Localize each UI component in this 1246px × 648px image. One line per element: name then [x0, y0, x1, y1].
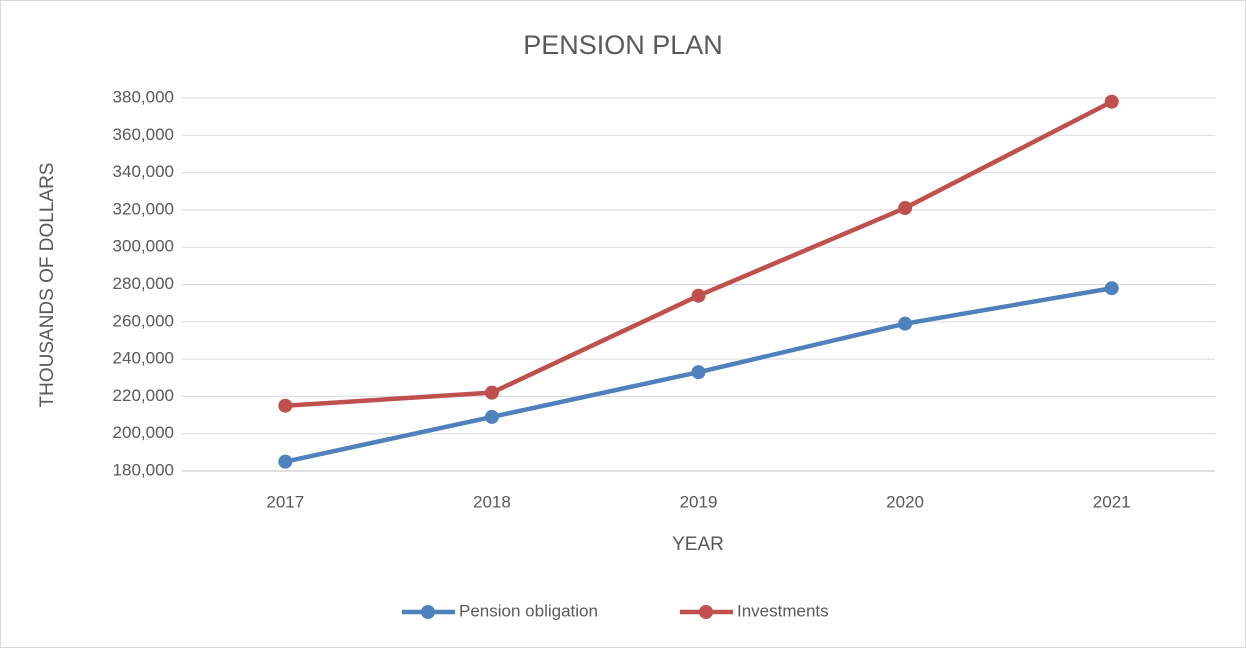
y-axis-title: THOUSANDS OF DOLLARS	[37, 163, 58, 408]
x-tick-label: 2019	[680, 492, 718, 511]
legend-marker	[699, 605, 713, 619]
y-tick-label: 300,000	[113, 237, 174, 256]
data-point	[898, 201, 913, 216]
data-point	[278, 398, 293, 413]
y-tick-label: 220,000	[113, 386, 174, 405]
data-point	[484, 385, 499, 400]
y-tick-label: 200,000	[113, 423, 174, 442]
data-point	[278, 454, 293, 469]
legend-label: Pension obligation	[459, 601, 598, 620]
data-point	[1104, 94, 1119, 109]
y-tick-label: 280,000	[113, 274, 174, 293]
data-point	[484, 409, 499, 424]
data-point	[898, 316, 913, 331]
y-tick-label: 260,000	[113, 311, 174, 330]
y-tick-label: 340,000	[113, 162, 174, 181]
x-tick-label: 2021	[1093, 492, 1131, 511]
y-tick-label: 380,000	[113, 87, 174, 106]
y-tick-label: 240,000	[113, 349, 174, 368]
legend-label: Investments	[737, 601, 829, 620]
data-point	[691, 288, 706, 303]
data-point	[1104, 281, 1119, 296]
x-axis-title: YEAR	[672, 534, 724, 555]
chart-title: PENSION PLAN	[523, 30, 723, 60]
legend-marker	[421, 605, 435, 619]
x-tick-label: 2018	[473, 492, 511, 511]
x-tick-label: 2020	[886, 492, 924, 511]
x-tick-label: 2017	[266, 492, 304, 511]
y-tick-label: 180,000	[113, 460, 174, 479]
y-tick-label: 320,000	[113, 199, 174, 218]
data-point	[691, 365, 706, 380]
y-tick-label: 360,000	[113, 125, 174, 144]
